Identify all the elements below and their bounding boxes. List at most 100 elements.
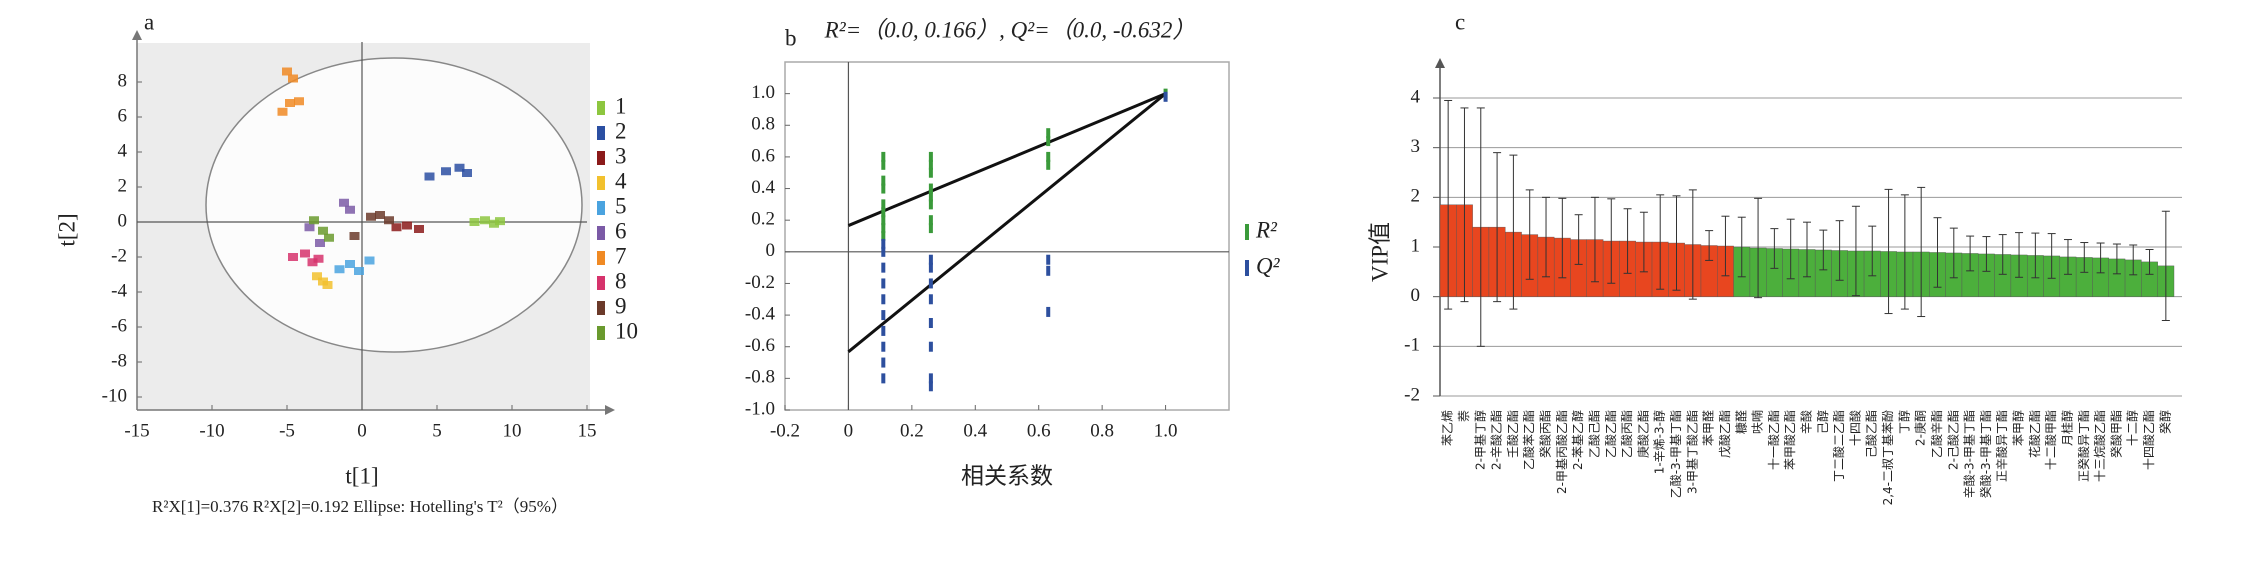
legend-marker [597,151,605,165]
legend-label: 7 [615,243,627,268]
point [928,223,933,234]
point [312,272,322,281]
footnote: R²X[1]=0.376 R²X[2]=0.192 Ellipse: Hotel… [152,497,568,516]
point [928,183,933,194]
y-tick-label: -1 [1404,335,1420,356]
x-tick-label: 2-辛酸乙酯 [1489,410,1504,470]
point [928,191,933,202]
point [489,219,499,228]
y-tick-label: -4 [111,280,127,301]
x-tick-label: 月桂醇 [2059,410,2074,446]
y-tick-label: 1.0 [751,82,775,103]
point [334,265,345,274]
y-axis-label: t[2] [54,213,79,246]
point [928,151,933,162]
y-tick-label: -1.0 [745,398,775,419]
y-tick-label: -2 [1404,384,1420,405]
x-tick-label: 苯甲酸乙酯 [1782,410,1797,470]
y-tick-label: 0.6 [751,145,775,166]
x-tick-label: 癸酸甲酯 [2108,410,2123,458]
x-tick-label: 2-庚酮 [1913,410,1928,446]
x-tick-label: 己酸乙酯 [1864,410,1879,458]
legend-label: 5 [615,193,627,218]
point [928,262,933,273]
x-tick-label: 2-甲基丁醇 [1472,410,1487,470]
point [424,172,435,181]
legend-marker [597,326,605,340]
point [881,183,886,194]
point [285,99,295,107]
point [928,373,933,384]
legend-label: 6 [615,218,627,243]
x-tick-label: -15 [124,420,149,441]
point [349,232,360,240]
y-tick-label: 0.4 [751,177,775,198]
point [881,215,886,226]
point [1046,306,1051,317]
legend-label: 3 [615,143,627,168]
y-tick-label: 4 [1411,86,1421,107]
point [1046,159,1051,170]
x-tick-label: 辛酸-3-甲基丁酯 [1962,410,1977,498]
point [391,223,402,232]
legend-label: 10 [615,318,638,343]
x-tick-label: -5 [279,420,295,441]
y-tick-label: -0.2 [745,272,775,293]
y-tick-label: 0 [118,210,128,231]
x-tick-label: 乙酸苯乙酯 [1521,410,1536,470]
legend-label: 9 [615,293,627,318]
y-tick-label: -0.6 [745,335,775,356]
x-tick-label: 呋喃 [1750,410,1765,434]
y-tick-label: -10 [102,385,127,406]
point [375,211,385,219]
x-tick-label: 十三烷酸乙酯 [2092,410,2107,482]
x-tick-label: 十一酸乙酯 [1766,410,1781,470]
legend-marker [1245,260,1249,276]
legend-marker [597,251,605,265]
point [454,163,465,172]
point [354,267,364,275]
legend-marker [597,101,605,115]
x-tick-label: 3-甲基丁酸乙酯 [1684,410,1699,494]
x-tick-label: 0.8 [1090,420,1114,441]
legend-label: 1 [615,93,627,118]
point [1046,151,1051,162]
point [928,159,933,170]
point [1046,136,1051,147]
y-tick-label: 0 [766,240,776,261]
x-tick-label: 十四酸 [1847,410,1862,446]
x-tick-label: 癸酸丙酯 [1538,410,1553,458]
y-tick-label: -2 [111,245,127,266]
plot-frame [784,61,1230,411]
x-tick-label: 0.6 [1027,420,1051,441]
point [881,373,886,384]
point [1046,254,1051,265]
legend-marker [597,176,605,190]
x-tick-label: 2-己酸乙酯 [1945,410,1960,470]
x-tick-label: 辛酸 [1799,410,1814,434]
point [928,294,933,305]
x-tick-label: 壬酸乙酯 [1505,410,1520,458]
point [928,167,933,178]
point [881,207,886,218]
x-tick-label: 0.4 [963,420,987,441]
point [881,223,886,234]
point [294,97,304,106]
point [928,381,933,392]
x-axis-label: 相关系数 [961,463,1053,488]
point [881,278,886,289]
y-tick-label: 2 [1411,186,1421,207]
x-tick-label: 正辛酸异丁酯 [1994,410,2009,482]
point [384,216,394,225]
y-tick-label: 1 [1411,235,1421,256]
x-tick-label: 苯乙烯 [1441,410,1455,446]
x-tick-label: 乙酸乙酯 [1603,410,1618,458]
y-axis-label: VIP值 [1367,222,1392,282]
x-tick-label: 苯甲醛 [1701,410,1716,446]
point [1046,128,1051,139]
point [469,218,480,226]
axis-arrow [132,30,142,40]
x-tick-label: 十二酸甲酯 [2043,410,2058,470]
x-tick-label: 0.2 [900,420,924,441]
